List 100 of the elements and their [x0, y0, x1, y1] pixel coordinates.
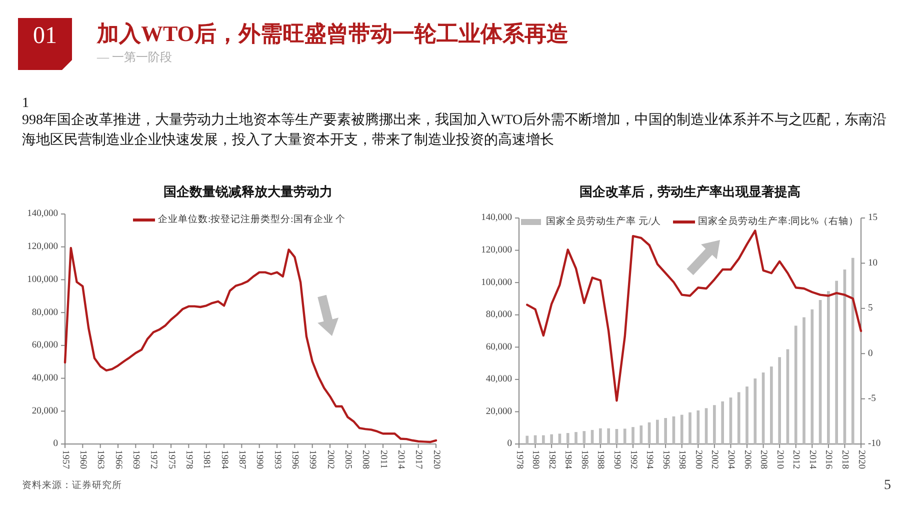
bar	[680, 414, 684, 444]
x-tick-label: 1978	[183, 450, 194, 470]
x-tick-label: 1990	[612, 450, 622, 470]
chart-title: 国企数量锐减释放大量劳动力	[164, 185, 332, 200]
x-tick-label: 2014	[395, 450, 406, 470]
bar	[656, 420, 659, 444]
x-tick-label: 1981	[201, 450, 212, 470]
y2-tick-label: -5	[868, 394, 876, 404]
bar	[640, 425, 643, 444]
x-tick-label: 1994	[644, 450, 654, 470]
text: — 一第一阶段	[97, 49, 172, 66]
y-tick-label: 140,000	[481, 213, 512, 224]
x-tick-label: 1996	[660, 450, 670, 470]
x-tick-label: 2010	[774, 450, 784, 470]
bar	[664, 418, 667, 444]
x-tick-label: 2017	[413, 450, 424, 470]
bar	[607, 428, 610, 444]
bar	[526, 436, 529, 444]
x-tick-label: 1980	[530, 450, 540, 470]
text: 5	[884, 477, 892, 495]
bar	[770, 366, 773, 444]
x-tick-label: 1996	[289, 450, 300, 470]
x-tick-label: 2000	[692, 450, 703, 470]
x-tick-label: 2020	[430, 450, 441, 470]
x-tick-label: 1992	[628, 450, 638, 470]
text: 01	[32, 23, 58, 49]
x-tick-label: 1990	[254, 450, 264, 470]
bar	[794, 326, 798, 444]
x-tick-label: 2008	[758, 450, 768, 470]
x-tick-label: 1978	[514, 450, 524, 470]
x-tick-label: 1986	[578, 450, 589, 470]
bar	[574, 432, 578, 444]
bar	[542, 435, 545, 444]
x-tick-label: 2012	[790, 450, 801, 470]
bar	[802, 317, 806, 444]
x-tick-label: 1969	[130, 450, 140, 470]
y2-tick-label: -10	[868, 439, 881, 450]
bar	[778, 357, 781, 444]
chart-title: 国企改革后，劳动生产率出现显著提高	[580, 184, 800, 200]
bar	[737, 392, 740, 444]
y-tick-label: 120,000	[481, 245, 512, 256]
x-tick-label: 2008	[360, 450, 370, 470]
y-tick-label: 100,000	[481, 278, 512, 288]
x-tick-label: 2004	[726, 450, 736, 470]
bar	[713, 405, 716, 444]
y-tick-label: 140,000	[27, 209, 58, 220]
x-tick-label: 2018	[840, 450, 850, 470]
bar	[550, 434, 553, 444]
x-tick-label: 2020	[856, 450, 866, 470]
text: 998年国企改革推进，大量劳动力土地资本等生产要素被腾挪出来，我国加入WTO后外需不断增加，中国的制造业体系并不与之匹配，东南沿海地区民营制造业企业快速发展，投入了大量资本开支，带来了制造业投资的高速增长	[22, 111, 888, 150]
bar	[721, 401, 724, 444]
x-tick-label: 1975	[166, 450, 176, 470]
bar	[582, 431, 586, 444]
x-tick-label: 2006	[742, 450, 752, 470]
bar	[835, 280, 838, 444]
x-tick-label: 1987	[236, 450, 246, 470]
y2-tick-label: 0	[868, 348, 873, 359]
legend-label: 企业单位数:按登记注册类型分:国有企业 个	[158, 213, 346, 226]
text: 加入WTO后，外需旺盛曾带动一轮工业体系再造	[97, 20, 568, 48]
bar	[623, 428, 626, 444]
bar	[810, 309, 814, 444]
x-tick-label: 1988	[595, 450, 606, 470]
y-tick-label: 60,000	[486, 342, 512, 352]
x-tick-label: 2002	[324, 450, 335, 470]
x-tick-label: 1966	[112, 450, 123, 470]
bar	[827, 291, 830, 444]
x-tick-label: 1998	[676, 450, 687, 470]
text: 1	[22, 95, 30, 113]
x-tick-label: 1984	[562, 450, 573, 470]
x-tick-label: 2011	[378, 450, 388, 469]
y-tick-label: 60,000	[32, 340, 58, 351]
y2-tick-label: 5	[868, 304, 873, 314]
x-tick-label: 1957	[60, 450, 70, 470]
x-tick-label: 1984	[218, 450, 229, 470]
y-tick-label: 20,000	[486, 406, 512, 417]
y-tick-label: 80,000	[486, 310, 512, 320]
x-tick-label: 1993	[272, 450, 282, 470]
bar	[599, 428, 602, 444]
bar	[851, 258, 854, 444]
bar	[746, 386, 748, 444]
bar	[566, 433, 570, 444]
y-tick-label: 40,000	[32, 373, 58, 384]
x-tick-label: 2016	[823, 450, 834, 470]
bar	[632, 427, 634, 444]
y-tick-label: 80,000	[32, 308, 58, 318]
bar	[688, 412, 692, 444]
bar	[696, 410, 700, 444]
x-tick-label: 1999	[307, 450, 318, 470]
x-tick-label: 1982	[546, 450, 556, 470]
x-tick-label: 1972	[148, 450, 158, 470]
x-tick-label: 2005	[342, 450, 352, 470]
x-tick-label: 2002	[709, 450, 720, 470]
y-tick-label: 0	[53, 439, 58, 450]
y-tick-label: 20,000	[32, 406, 58, 416]
x-tick-label: 2014	[806, 450, 817, 470]
x-tick-label: 1963	[95, 450, 106, 470]
y-tick-label: 100,000	[27, 274, 58, 285]
y-tick-label: 0	[507, 439, 512, 450]
y-tick-label: 120,000	[27, 242, 58, 252]
bar	[754, 378, 757, 444]
